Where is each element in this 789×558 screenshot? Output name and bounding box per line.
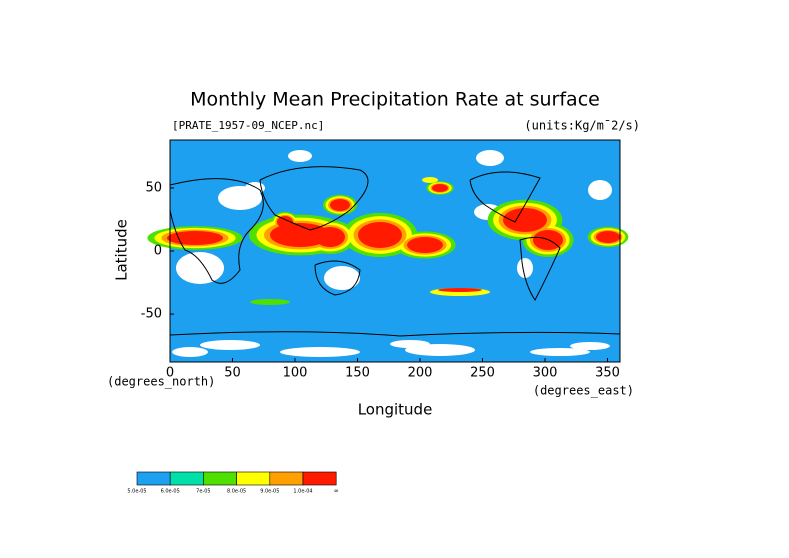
colorbar-label: 1.0e-04 — [293, 489, 312, 495]
precip-area — [358, 222, 402, 248]
dry-region — [517, 258, 533, 278]
dry-region — [476, 150, 504, 166]
colorbar-box — [302, 471, 337, 486]
y-tick-label: 0 — [154, 244, 162, 259]
colorbar-label: 9.0e-05 — [260, 489, 279, 495]
coastline — [519, 236, 561, 301]
precip-area — [407, 237, 443, 253]
coastline — [169, 331, 621, 337]
x-unit-label: (degrees_east) — [533, 384, 634, 398]
chart-title: Monthly Mean Precipitation Rate at surfa… — [190, 89, 600, 111]
precip-area — [330, 199, 350, 211]
coastline — [169, 178, 264, 284]
colorbar-label: 7e-05 — [196, 489, 210, 495]
precip-area — [503, 208, 547, 232]
x-tick-label: 250 — [470, 366, 495, 381]
dry-region — [280, 347, 360, 357]
precip-band — [438, 288, 482, 292]
dry-region — [324, 266, 360, 290]
x-tick-label: 350 — [595, 366, 620, 381]
coastline — [469, 171, 541, 223]
x-axis-label: Longitude — [358, 401, 433, 419]
x-tick-label: 50 — [224, 366, 241, 381]
colorbar-box — [236, 471, 271, 486]
colorbar-box — [169, 471, 204, 486]
colorbar-box — [269, 471, 304, 486]
precip-area — [315, 227, 345, 247]
map — [147, 139, 629, 363]
y-tick-label: 50 — [145, 180, 162, 195]
x-tick-label: 0 — [166, 366, 174, 381]
colorbar-box — [136, 471, 171, 486]
dry-region — [530, 348, 590, 356]
dry-region — [288, 150, 312, 162]
x-tick-label: 100 — [283, 366, 308, 381]
precip-band — [250, 299, 290, 305]
precip-area — [277, 216, 293, 228]
coastline — [259, 166, 369, 231]
dry-region — [588, 180, 612, 200]
colorbar-end-label: ∞ — [334, 488, 339, 495]
coastline — [314, 260, 361, 296]
dry-region — [200, 340, 260, 350]
precip-area — [432, 184, 448, 192]
dry-region — [172, 347, 208, 357]
y-axis-label: Latitude — [113, 219, 131, 281]
x-tick-label: 300 — [533, 366, 558, 381]
colorbar-label: 8.0e-05 — [227, 489, 246, 495]
dry-region — [390, 340, 430, 348]
colorbar-label: 5.0e-05 — [127, 489, 146, 495]
colorbar-label: 6.0e-05 — [161, 489, 180, 495]
x-tick-label: 200 — [408, 366, 433, 381]
y-tick-label: -50 — [141, 307, 162, 322]
precip-area — [167, 231, 223, 245]
x-tick-label: 150 — [345, 366, 370, 381]
dry-region — [570, 342, 610, 350]
precip-band — [422, 177, 438, 183]
colorbar-box — [203, 471, 237, 486]
precip-area — [596, 231, 620, 243]
y-unit-label: (degrees_north) — [107, 375, 215, 389]
dry-region — [176, 252, 224, 284]
subtitle: [PRATE_1957-09_NCEP.nc] — [172, 119, 324, 132]
units-label: (units:Kg/m¯2/s) — [524, 119, 640, 133]
